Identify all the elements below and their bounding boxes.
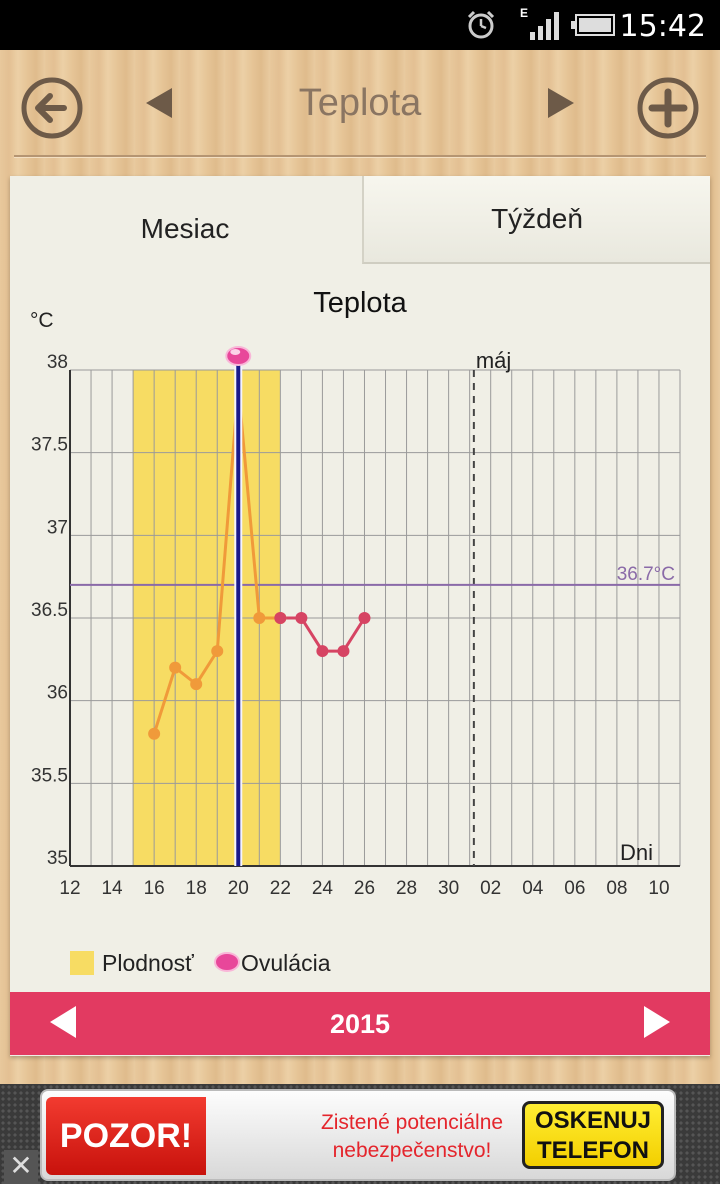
network-type: E [520,6,529,20]
x-tick-label: 26 [354,878,375,899]
temperature-chart: 35 35.5 36 36.5 37 37.5 38 12 14 16 18 20 22 24 26 28 30… [30,287,681,976]
month-label: máj [476,348,511,373]
data-point [253,612,266,624]
y-tick-label: 37.5 [31,435,68,456]
x-tick-label: 08 [606,878,627,899]
next-year-icon[interactable] [642,1004,672,1040]
data-point [358,612,371,624]
legend-ovulation-icon [214,952,240,972]
status-bar: E 15:42 [0,0,720,50]
reference-label: 36.7°C [617,564,675,585]
add-button[interactable] [636,76,700,140]
ad-cta-button[interactable]: OSKENUJ TELEFON [522,1101,664,1169]
tab-week[interactable]: Týždeň [362,176,710,264]
x-tick-label: 18 [186,878,207,899]
ad-line-2: nebezpečenstvo! [332,1139,492,1162]
ad-badge: POZOR! [46,1097,206,1175]
x-tick-label: 06 [564,878,585,899]
x-tick-label: 14 [101,878,123,899]
data-point [211,645,224,658]
x-tick-label: 16 [144,878,165,899]
data-point [274,612,287,624]
signal-icon [530,12,559,40]
ad-line-1: Zistené potenciálne [320,1111,504,1134]
ad-banner[interactable]: POZOR! Zistené potenciálne nebezpečenstv… [0,1084,720,1184]
x-tick-label: 24 [312,878,334,899]
x-tick-label: 02 [480,878,501,899]
year-navigation: 2015 [10,992,710,1055]
ovulation-marker-shine [230,349,241,355]
header [0,50,720,160]
year-label: 2015 [329,1009,391,1039]
x-tick-label: 22 [270,878,291,899]
alarm-icon [467,10,495,39]
legend-ovulation-label: Ovulácia [241,950,331,976]
x-axis-label: Dni [620,840,653,865]
y-tick-label: 35 [47,848,68,869]
data-point [337,645,350,658]
data-point [148,727,161,740]
back-button[interactable] [20,76,84,140]
y-axis-label: °C [30,309,54,332]
data-point [169,661,182,674]
ad-cta-line-2: TELEFON [537,1137,649,1164]
next-arrow-icon[interactable] [546,86,576,120]
y-tick-label: 35.5 [31,765,68,786]
clock: 15:42 [619,9,706,44]
x-tick-label: 20 [228,878,249,899]
ad-cta-line-1: OSKENUJ [534,1107,652,1134]
tab-month[interactable]: Mesiac [10,176,360,282]
battery-icon [571,14,615,36]
x-tick-label: 10 [648,878,669,899]
chart-title: Teplota [313,287,407,319]
data-point [316,645,329,658]
close-icon[interactable]: ✕ [4,1150,38,1184]
legend-fertility-label: Plodnosť [102,950,194,976]
x-tick-label: 04 [522,878,544,899]
data-point [190,678,203,691]
header-divider [14,155,706,157]
y-tick-label: 36.5 [31,600,68,621]
page-title: Teplota [298,82,422,124]
x-tick-label: 30 [438,878,459,899]
y-tick-label: 36 [47,683,68,704]
x-tick-label: 12 [59,878,80,899]
ad-message: Zistené potenciálne nebezpečenstvo! [242,1109,582,1165]
ad-box[interactable]: POZOR! Zistené potenciálne nebezpečenstv… [40,1089,676,1181]
prev-arrow-icon[interactable] [144,86,174,120]
y-tick-label: 37 [47,517,68,538]
data-point [295,612,308,624]
legend-fertility-swatch [70,951,94,975]
y-tick-label: 38 [47,352,68,373]
x-tick-label: 28 [396,878,417,899]
prev-year-icon[interactable] [48,1004,78,1040]
